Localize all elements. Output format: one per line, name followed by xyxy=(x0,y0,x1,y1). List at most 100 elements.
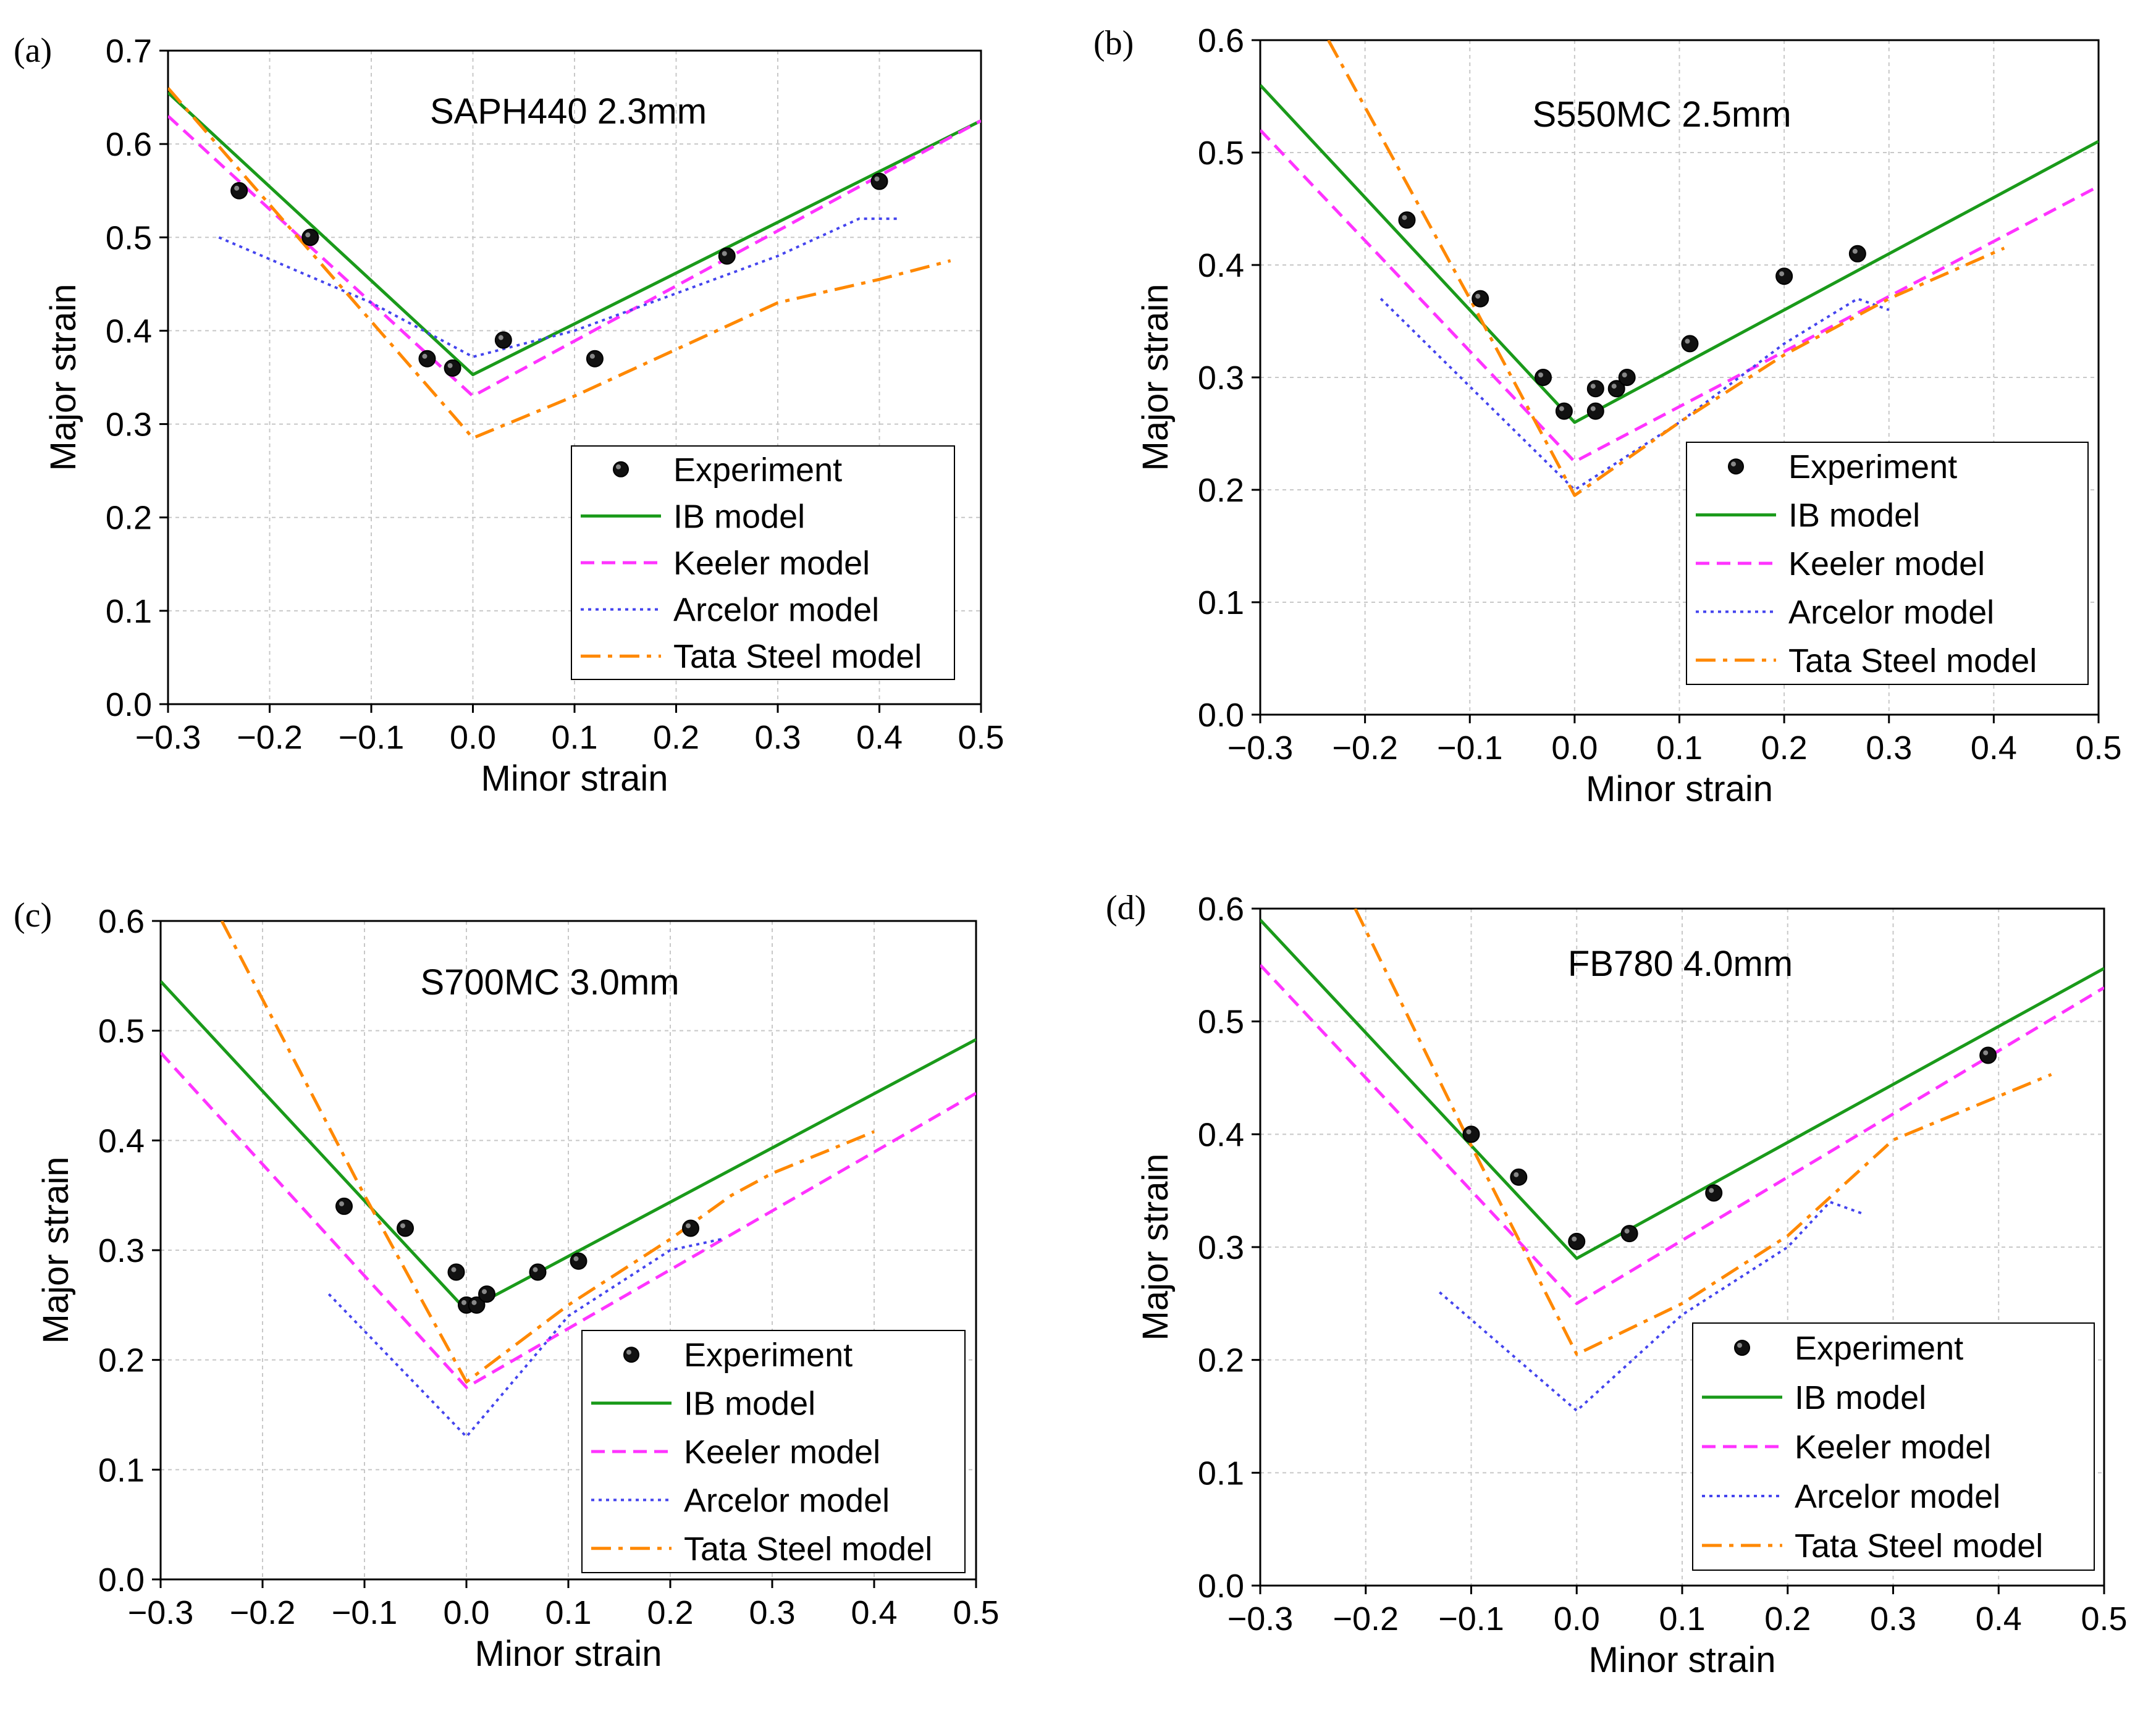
legend-box xyxy=(571,445,955,680)
panel-label: (b) xyxy=(1093,24,1134,62)
chart-panel-1: −0.3 −0.2 −0.1 0.0 0.1 0.2 0.3 0.4 0.5 0.0 0.1 0.2 0… xyxy=(14,32,1004,799)
experiment-point xyxy=(1534,369,1552,386)
y-tick-label: 0.3 xyxy=(98,1232,145,1269)
experiment-point xyxy=(1775,267,1793,285)
experiment-point-highlight xyxy=(1402,215,1407,221)
y-tick-label: 0.0 xyxy=(1198,697,1244,734)
x-tick-label: 0.1 xyxy=(1659,1600,1705,1637)
experiment-point-highlight xyxy=(722,251,727,256)
x-tick-label: −0.2 xyxy=(1333,1600,1399,1637)
experiment-point-highlight xyxy=(339,1201,344,1206)
panel-label: (a) xyxy=(14,32,52,70)
y-tick-label: 0.5 xyxy=(106,219,152,256)
experiment-point xyxy=(1586,402,1604,420)
series-line-arcelor-model xyxy=(218,217,900,358)
legend-label: IB model xyxy=(684,1385,815,1423)
legend-label: Keeler model xyxy=(684,1434,880,1471)
x-tick-label: −0.2 xyxy=(237,719,303,756)
x-tick-label: 0.0 xyxy=(450,719,496,756)
experiment-point xyxy=(397,1219,414,1237)
experiment-point-highlight xyxy=(1624,1229,1630,1234)
legend-box xyxy=(1686,442,2089,685)
experiment-point-highlight xyxy=(400,1223,405,1229)
legend: Experiment IB model Keeler model Arcelor mo… xyxy=(571,445,955,680)
experiment-point xyxy=(1555,402,1573,420)
y-tick-label: 0.5 xyxy=(98,1013,145,1050)
experiment-point-highlight xyxy=(498,335,503,340)
x-axis-label: Minor strain xyxy=(1589,1640,1776,1680)
experiment-point-highlight xyxy=(874,176,880,182)
legend-label: Arcelor model xyxy=(673,592,879,629)
y-tick-label: 0.0 xyxy=(98,1561,145,1599)
series-line-tata-steel-model xyxy=(220,921,875,1384)
x-tick-label: 0.4 xyxy=(856,719,903,756)
legend-marker-highlight xyxy=(626,1350,631,1355)
legend-marker-highlight xyxy=(616,464,621,469)
y-axis-label: Major strain xyxy=(36,1157,76,1344)
y-tick-label: 0.4 xyxy=(1198,1116,1244,1153)
y-tick-label: 0.1 xyxy=(98,1452,145,1489)
y-tick-label: 0.6 xyxy=(98,903,145,940)
x-tick-label: 0.5 xyxy=(953,1594,999,1631)
experiment-point-highlight xyxy=(1779,271,1785,277)
experiment-point xyxy=(1586,380,1604,398)
y-tick-label: 0.2 xyxy=(1198,472,1244,509)
experiment-point-highlight xyxy=(1514,1172,1519,1177)
y-tick-label: 0.4 xyxy=(106,313,152,350)
experiment-point xyxy=(1510,1168,1528,1186)
experiment-point-highlight xyxy=(1685,338,1690,344)
experiment-point-highlight xyxy=(1852,248,1858,254)
series-line-tata-steel-model xyxy=(168,86,951,440)
legend-label: Experiment xyxy=(684,1337,853,1374)
x-tick-label: −0.1 xyxy=(1437,729,1503,767)
legend-label: Arcelor model xyxy=(1788,594,1994,631)
x-tick-label: −0.3 xyxy=(1227,729,1294,767)
y-tick-label: 0.2 xyxy=(106,500,152,537)
experiment-point xyxy=(586,350,604,368)
experiment-point xyxy=(1979,1046,1997,1064)
y-tick-label: 0.2 xyxy=(98,1342,145,1379)
series-line-keeler-model xyxy=(1260,964,2104,1305)
legend-marker-experiment xyxy=(613,461,629,477)
experiment-point xyxy=(1705,1184,1723,1202)
x-tick-label: 0.1 xyxy=(1656,729,1703,767)
experiment-point xyxy=(418,350,436,368)
legend-marker-highlight xyxy=(1737,1343,1742,1348)
series-line-arcelor-model xyxy=(1438,1200,1862,1412)
x-tick-label: 0.0 xyxy=(1554,1600,1600,1637)
x-tick-label: 0.5 xyxy=(2075,729,2121,767)
experiment-point-highlight xyxy=(305,232,311,238)
experiment-point xyxy=(718,247,736,265)
chart-title: S550MC 2.5mm xyxy=(1532,95,1791,135)
experiment-point-highlight xyxy=(1590,406,1596,411)
series-line-keeler-model xyxy=(161,1051,976,1389)
x-tick-label: −0.3 xyxy=(1227,1600,1294,1637)
x-tick-label: 0.5 xyxy=(958,719,1004,756)
legend-label: IB model xyxy=(1788,497,1920,534)
y-tick-label: 0.0 xyxy=(106,686,152,723)
y-axis-label: Major strain xyxy=(1135,284,1176,471)
legend-label: Keeler model xyxy=(1795,1429,1991,1466)
legend-marker-experiment xyxy=(1734,1340,1750,1356)
panel-label: (c) xyxy=(14,896,52,935)
x-tick-label: 0.3 xyxy=(754,719,801,756)
data-layer xyxy=(168,86,981,440)
data-layer xyxy=(161,921,976,1438)
legend-label: Tata Steel model xyxy=(684,1531,932,1568)
legend-label: Arcelor model xyxy=(684,1482,890,1519)
y-tick-label: 0.1 xyxy=(1198,584,1244,621)
x-axis-label: Minor strain xyxy=(481,759,668,799)
x-tick-label: 0.4 xyxy=(1971,729,2017,767)
experiment-point xyxy=(529,1263,547,1281)
experiment-point xyxy=(444,359,461,377)
experiment-point xyxy=(1848,245,1866,263)
x-tick-label: 0.4 xyxy=(1976,1600,2022,1637)
experiment-point xyxy=(870,172,888,190)
data-layer xyxy=(1260,40,2099,497)
experiment-point-highlight xyxy=(471,1300,477,1305)
chart-title: SAPH440 2.3mm xyxy=(430,91,707,132)
experiment-point-highlight xyxy=(1983,1050,1989,1056)
legend-label: Experiment xyxy=(1788,448,1957,485)
experiment-point-highlight xyxy=(1590,384,1596,389)
